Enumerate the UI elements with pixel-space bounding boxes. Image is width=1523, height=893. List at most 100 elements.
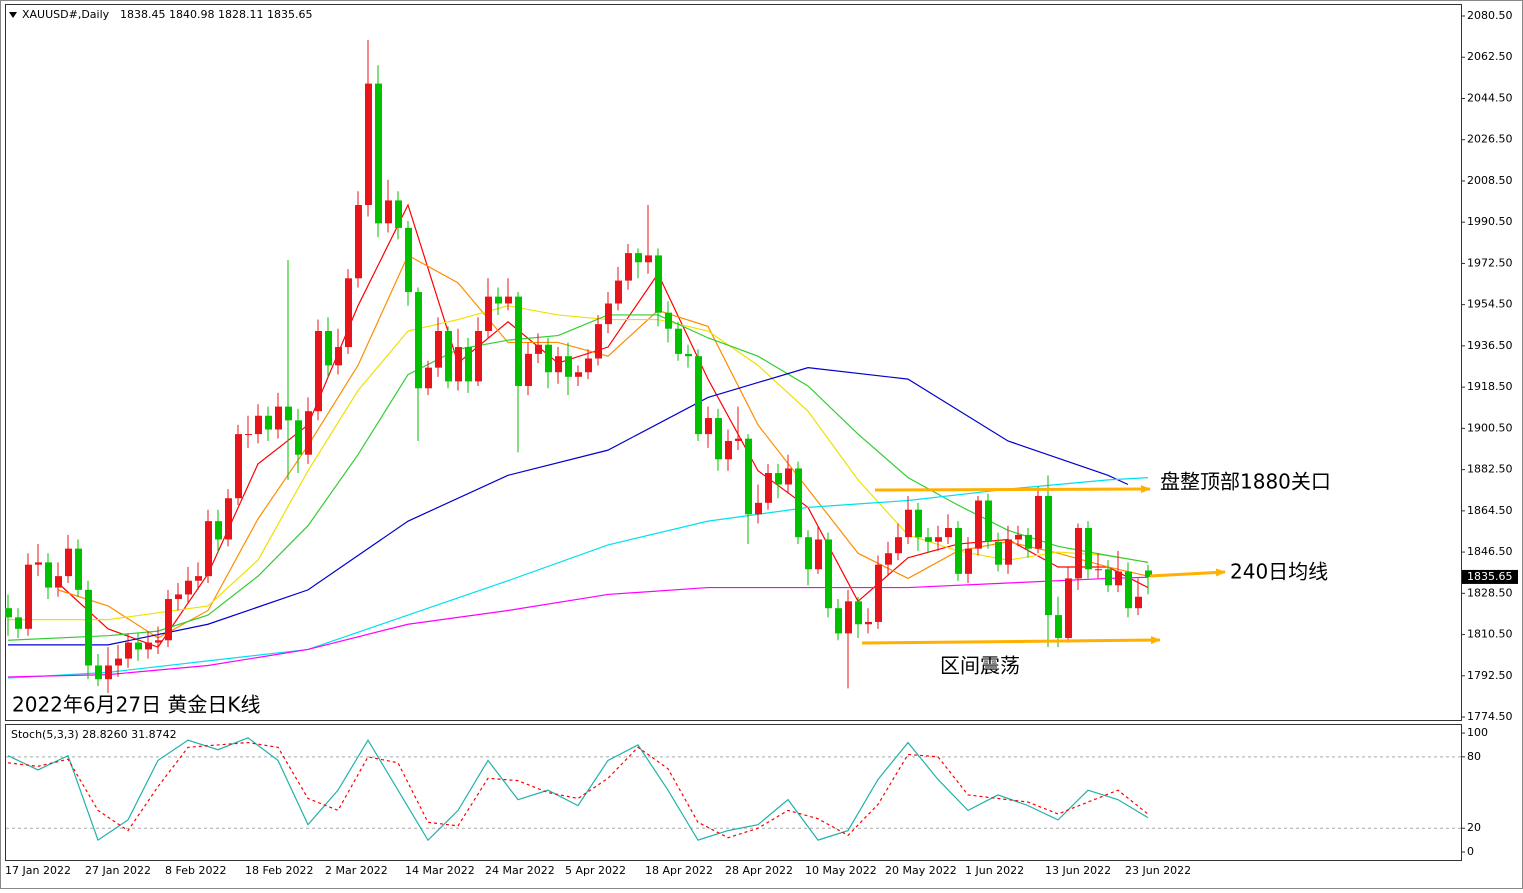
candle-body: [255, 415, 262, 435]
candle-body: [365, 83, 372, 205]
price-tag: [1462, 569, 1518, 584]
candle-body: [1145, 570, 1152, 577]
candle-body: [85, 589, 92, 666]
candle-body: [1125, 571, 1132, 609]
candle-body: [435, 330, 442, 368]
candle-body: [995, 541, 1002, 565]
candle-body: [485, 296, 492, 331]
annotation: 240日均线: [1230, 560, 1328, 584]
x-tick-label: 8 Feb 2022: [165, 864, 226, 877]
candle-body: [315, 330, 322, 412]
candle-body: [525, 353, 532, 386]
candle-body: [955, 528, 962, 574]
candle-body: [835, 608, 842, 634]
stoch-panel: [5, 724, 1462, 861]
candle-body: [1105, 569, 1112, 586]
y-tick-label: 1990.50: [1467, 215, 1513, 228]
candle-body: [855, 601, 862, 625]
candle-body: [155, 640, 162, 643]
candle-body: [1045, 495, 1052, 616]
menu-icon: [9, 12, 17, 18]
candle-body: [815, 539, 822, 570]
candle-body: [275, 406, 282, 430]
candle-body: [985, 500, 992, 542]
candle-body: [665, 312, 672, 329]
candle-body: [425, 367, 432, 389]
candle-body: [695, 356, 702, 435]
candle-body: [145, 642, 152, 650]
candle-body: [615, 280, 622, 304]
candle-body: [15, 617, 22, 629]
candle-body: [415, 292, 422, 389]
indicator-line: [7, 741, 1149, 839]
y-tick-label: 1954.50: [1467, 298, 1513, 311]
symbol: XAUUSD#,Daily: [22, 8, 110, 21]
indicator-line: [8, 367, 1129, 646]
x-tick-label: 27 Jan 2022: [85, 864, 151, 877]
candle-body: [645, 255, 652, 263]
candle-body: [505, 296, 512, 304]
annotation: 盘整顶部1880关口: [1160, 470, 1331, 494]
y-tick-label: 1882.50: [1467, 463, 1513, 476]
candle-body: [465, 347, 472, 382]
candle-body: [675, 328, 682, 354]
candle-body: [495, 296, 502, 304]
candle-body: [1115, 571, 1122, 586]
y-tick-label: 1774.50: [1467, 710, 1513, 723]
candle-body: [705, 418, 712, 435]
candle-body: [1065, 578, 1072, 638]
candle-body: [1035, 495, 1042, 549]
candle-body: [1135, 596, 1142, 609]
y-tick-label: 1936.50: [1467, 339, 1513, 352]
candle-body: [885, 553, 892, 565]
candle-body: [345, 278, 352, 348]
candle-body: [775, 473, 782, 485]
caption: 2022年6月27日 黄金日K线: [12, 693, 261, 717]
candle-body: [915, 509, 922, 538]
x-tick-label: 28 Apr 2022: [725, 864, 793, 877]
candle-body: [545, 344, 552, 373]
candle-body: [75, 548, 82, 590]
candle-body: [1075, 528, 1082, 579]
candle-body: [905, 509, 912, 538]
x-tick-label: 20 May 2022: [885, 864, 957, 877]
candle-body: [805, 537, 812, 570]
price-tag-label: 1835.65: [1467, 570, 1513, 583]
candle-body: [235, 434, 242, 499]
candle-body: [335, 347, 342, 366]
candle-body: [65, 548, 72, 577]
candle-body: [385, 200, 392, 224]
candle-body: [975, 500, 982, 549]
candle-body: [115, 658, 122, 666]
candle-body: [845, 601, 852, 634]
candle-body: [355, 204, 362, 279]
candle-body: [1055, 615, 1062, 638]
candle-body: [395, 200, 402, 228]
x-tick-label: 1 Jun 2022: [965, 864, 1024, 877]
x-tick-label: 14 Mar 2022: [405, 864, 475, 877]
candle-body: [595, 324, 602, 359]
candle-body: [305, 411, 312, 455]
x-tick-label: 2 Mar 2022: [325, 864, 388, 877]
y-tick-label: 1972.50: [1467, 256, 1513, 269]
candle-body: [685, 353, 692, 357]
candle-body: [135, 642, 142, 650]
y-tick-label: 1864.50: [1467, 504, 1513, 517]
indicator-line: [7, 576, 1149, 678]
y-tick-label: 2008.50: [1467, 174, 1513, 187]
y-tick-label: 80: [1467, 750, 1481, 763]
candle-body: [765, 473, 772, 503]
candle-body: [965, 548, 972, 574]
y-tick-label: 2026.50: [1467, 133, 1513, 146]
candle-body: [555, 356, 562, 373]
x-tick-label: 5 Apr 2022: [565, 864, 626, 877]
candle-body: [735, 438, 742, 441]
y-tick-label: 1810.50: [1467, 628, 1513, 641]
candle-body: [745, 438, 752, 515]
candle-body: [165, 599, 172, 641]
candle-body: [375, 83, 382, 224]
candle-body: [1095, 569, 1102, 571]
candle-body: [635, 253, 642, 263]
